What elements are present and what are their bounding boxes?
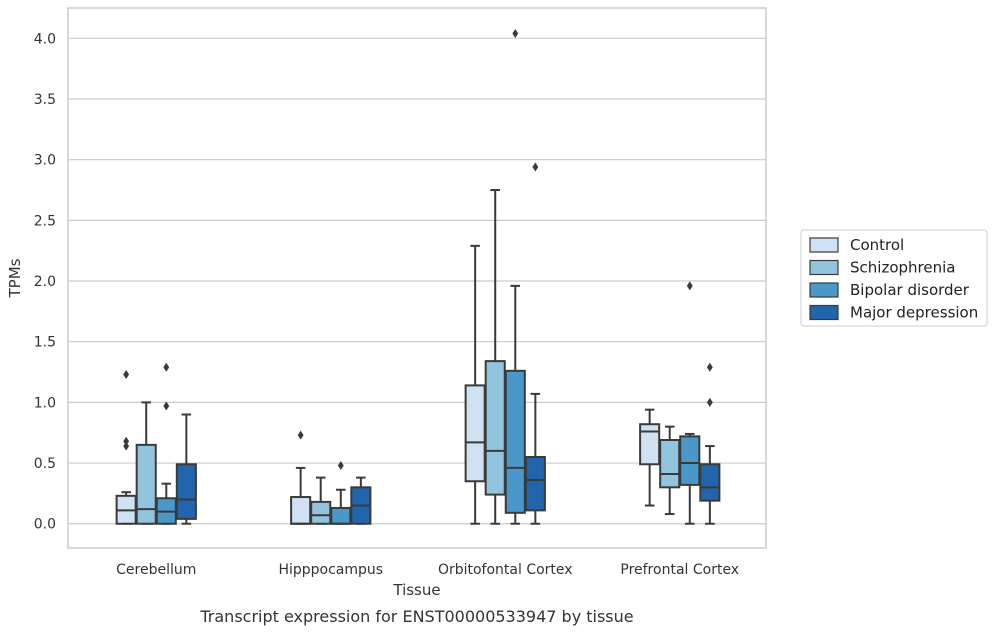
box (484, 189, 506, 525)
outlier-point (706, 397, 713, 407)
box (290, 430, 312, 525)
x-tick-label: Hipppocampus (278, 562, 383, 578)
legend-item: Major depression (809, 304, 978, 322)
y-tick-label: 1.5 (34, 335, 56, 351)
box (175, 413, 197, 525)
box (464, 244, 486, 525)
box-body (699, 463, 721, 502)
y-tick-label: 3.5 (34, 92, 56, 108)
box (155, 362, 177, 525)
y-tick-label: 4.0 (34, 31, 56, 47)
legend-item: Bipolar disorder (809, 281, 970, 299)
box-body (175, 463, 197, 520)
box (115, 369, 137, 525)
box (135, 401, 157, 525)
box-body (639, 423, 661, 466)
legend-swatch (809, 259, 839, 276)
box (699, 362, 721, 525)
box-body (464, 384, 486, 483)
y-axis-ticks: 0.0 0.5 1.0 1.5 2.0 2.5 3.0 3.5 4.0 (34, 31, 56, 532)
box (350, 476, 372, 525)
x-tick-label: Cerebellum (116, 562, 196, 578)
box (639, 408, 661, 507)
plot-frame (67, 7, 767, 549)
box-body (524, 455, 546, 512)
legend-swatch (809, 304, 839, 321)
box (679, 281, 701, 525)
chart-caption: Transcript expression for ENST0000053394… (199, 607, 633, 626)
box (524, 162, 546, 525)
outlier-point (686, 281, 693, 291)
box-body (484, 360, 506, 496)
y-tick-label: 1.0 (34, 395, 56, 411)
series-control (115, 244, 661, 525)
legend-swatch (809, 282, 839, 298)
series-major-depression (175, 162, 721, 525)
box-body (135, 443, 157, 525)
outlier-point (163, 362, 170, 372)
outlier-point (123, 436, 130, 446)
y-axis-label: TPMs (6, 258, 24, 298)
series-schizophrenia (135, 189, 681, 525)
y-tick-label: 3.0 (34, 153, 56, 169)
box-body (290, 496, 312, 525)
legend-label: Bipolar disorder (850, 281, 970, 299)
box-series (115, 28, 721, 525)
outlier-point (532, 162, 539, 172)
legend-label: Major depression (850, 304, 978, 322)
y-tick-label: 0.0 (34, 517, 56, 533)
box-body (330, 506, 352, 525)
outlier-point (297, 430, 304, 440)
legend-label: Schizophrenia (850, 259, 955, 277)
outlier-point (123, 441, 130, 451)
outlier-point (706, 362, 713, 372)
x-tick-label: Prefrontal Cortex (620, 562, 739, 578)
box (504, 28, 526, 525)
legend-label: Control (850, 236, 904, 254)
series-bipolar-disorder (155, 28, 701, 525)
outlier-point (123, 369, 130, 379)
y-tick-label: 2.0 (34, 274, 56, 290)
box (330, 460, 352, 525)
outlier-point (337, 460, 344, 470)
legend-item: Schizophrenia (809, 259, 955, 277)
box-body (310, 500, 332, 525)
legend-item: Control (809, 236, 904, 254)
box-body (659, 439, 681, 489)
legend-swatch (809, 237, 839, 253)
box-body (504, 369, 526, 514)
outlier-point (163, 401, 170, 411)
y-tick-label: 0.5 (34, 456, 56, 472)
legend-frame (800, 229, 988, 327)
outlier-point (512, 28, 519, 38)
box (310, 476, 332, 525)
y-tick-label: 2.5 (34, 213, 56, 229)
x-tick-label: Orbitofontal Cortex (438, 562, 573, 578)
legend: Control Schizophrenia Bipolar disorder Majo… (800, 229, 988, 327)
x-axis-ticks: Cerebellum Hipppocampus Orbitofontal Corte… (116, 562, 739, 578)
box-body (679, 435, 701, 486)
x-axis-label: Tissue (392, 581, 440, 599)
box (659, 425, 681, 516)
